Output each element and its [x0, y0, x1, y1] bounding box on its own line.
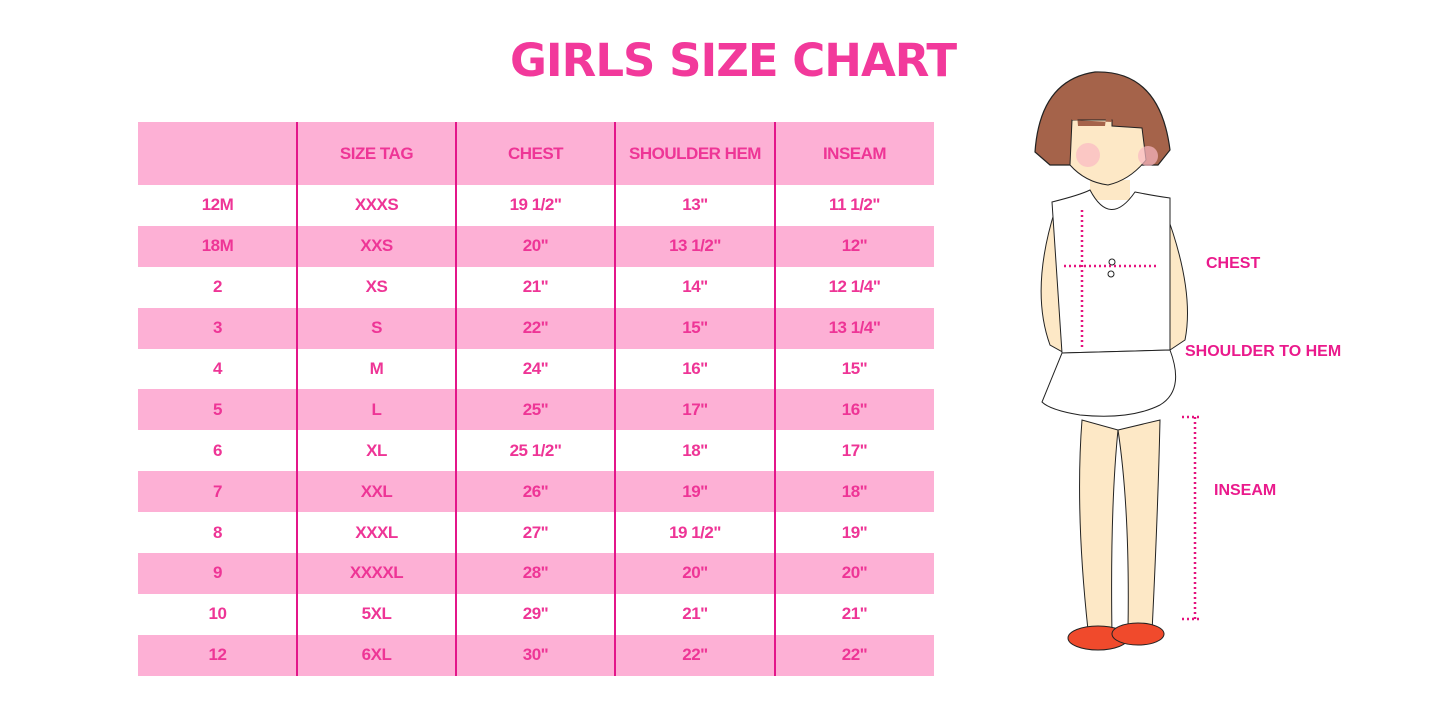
- table-cell: XXXXL: [349, 563, 404, 583]
- table-cell: 6XL: [361, 645, 392, 665]
- table-cell: 20": [841, 563, 868, 583]
- column-divider: [455, 122, 457, 676]
- table-cell: 14": [682, 277, 708, 297]
- chest-label: CHEST: [1206, 255, 1261, 272]
- table-cell: 19 1/2": [669, 522, 721, 542]
- table-cell: 30": [522, 645, 549, 665]
- table-cell: 15": [841, 359, 868, 378]
- table-cell: 20": [682, 563, 708, 583]
- table-cell: 7: [213, 481, 222, 501]
- table-row: 10 5XL 29" 21" 21": [138, 594, 934, 635]
- table-cell: 11 1/2": [829, 195, 880, 215]
- table-cell: 22": [841, 645, 868, 665]
- table-row: 12M XXXS 19 1/2" 13" 11 1/2": [138, 185, 934, 226]
- table-cell: 25": [522, 399, 549, 419]
- table-cell: 10: [208, 604, 227, 624]
- table-cell: 25 1/2": [509, 440, 562, 460]
- table-cell: 16": [841, 399, 868, 419]
- table-cell: 26": [522, 481, 549, 501]
- table-cell: S: [371, 318, 382, 338]
- table-cell: 15": [682, 318, 708, 338]
- table-cell: L: [371, 399, 382, 419]
- table-cell: 13 1/2": [669, 236, 721, 256]
- table-header-row: SIZE TAG CHEST SHOULDER HEM INSEAM: [138, 122, 934, 185]
- table-row: 18M XXS 20" 13 1/2" 12": [138, 225, 934, 267]
- header-cell: INSEAM: [822, 143, 887, 163]
- page-title: GIRLS SIZE CHART: [510, 34, 957, 87]
- table-cell: 9: [213, 563, 222, 583]
- table-cell: 21": [841, 604, 868, 624]
- table-cell: 24": [522, 359, 549, 378]
- table-cell: 18": [841, 481, 868, 501]
- table-cell: 5: [213, 399, 222, 419]
- table-cell: 12": [841, 236, 868, 256]
- table-cell: 19": [682, 481, 708, 501]
- table-cell: 18": [682, 440, 708, 460]
- table-cell: 20": [522, 236, 549, 256]
- table-cell: 29": [522, 604, 549, 624]
- table-cell: 8: [213, 522, 222, 542]
- table-cell: 16": [682, 359, 708, 378]
- table-cell: 22": [682, 645, 708, 665]
- shoulder-to-hem-label: SHOULDER TO HEM: [1185, 343, 1342, 360]
- table-row: 7 XXL 26" 19" 18": [138, 471, 934, 513]
- table-cell: 27": [522, 522, 549, 542]
- table-row: 9 XXXXL 28" 20" 20": [138, 553, 934, 594]
- table-cell: 19 1/2": [509, 195, 562, 215]
- column-divider: [296, 122, 298, 676]
- table-cell: XXS: [360, 236, 393, 256]
- table-cell: 17": [841, 440, 868, 460]
- inseam-label: INSEAM: [1214, 482, 1277, 499]
- table-cell: 28": [522, 563, 549, 583]
- table-row: 2 XS 21" 14" 12 1/4": [138, 267, 934, 308]
- table-row: 4 M 24" 16" 15": [138, 349, 934, 390]
- table-cell: 13": [682, 195, 708, 215]
- header-cell: CHEST: [507, 143, 564, 163]
- header-cell: SHOULDER HEM: [629, 143, 761, 163]
- column-divider: [614, 122, 616, 676]
- table-row: 12 6XL 30" 22" 22": [138, 634, 934, 676]
- table-cell: 13 1/4": [828, 318, 881, 338]
- table-row: 6 XL 25 1/2" 18" 17": [138, 430, 934, 471]
- table-cell: 12: [208, 645, 227, 665]
- table-row: 5 L 25" 17" 16": [138, 389, 934, 431]
- table-cell: 12M: [201, 195, 234, 215]
- table-cell: 21": [682, 604, 708, 624]
- table-cell: XL: [366, 440, 387, 460]
- table-cell: 22": [522, 318, 549, 338]
- table-cell: XXXS: [354, 195, 399, 215]
- table-cell: M: [369, 359, 384, 378]
- table-cell: 17": [682, 399, 708, 419]
- column-divider: [774, 122, 776, 676]
- table-cell: XXL: [360, 481, 393, 501]
- table-cell: 2: [213, 277, 222, 297]
- header-cell: SIZE TAG: [339, 143, 414, 163]
- table-row: 3 S 22" 15" 13 1/4": [138, 307, 934, 349]
- size-table: SIZE TAG CHEST SHOULDER HEM INSEAM 12M XX…: [138, 122, 934, 676]
- table-cell: 21": [522, 277, 549, 297]
- girl-illustration: [1034, 71, 1202, 651]
- table-cell: XXXL: [355, 522, 398, 542]
- table-cell: 12 1/4": [828, 277, 881, 297]
- table-cell: XS: [365, 277, 388, 297]
- table-cell: 4: [213, 359, 222, 378]
- table-cell: 5XL: [361, 604, 392, 624]
- table-cell: 3: [213, 318, 222, 338]
- table-cell: 6: [213, 440, 222, 460]
- table-row: 8 XXXL 27" 19 1/2" 19": [138, 512, 934, 553]
- table-cell: 18M: [201, 236, 234, 256]
- table-cell: 19": [841, 522, 868, 542]
